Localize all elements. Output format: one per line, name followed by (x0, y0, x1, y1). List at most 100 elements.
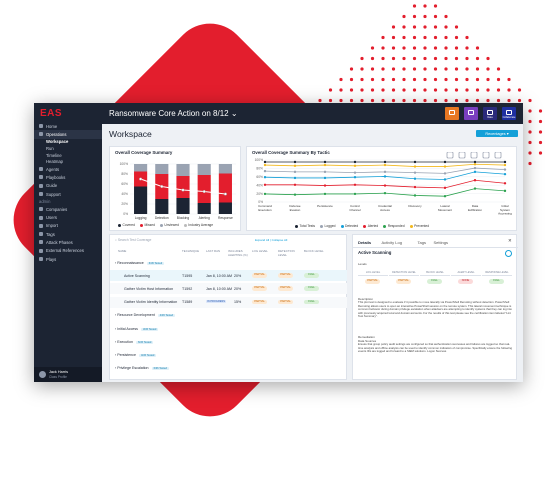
dot (528, 130, 532, 134)
y-tick-label: 100% (120, 162, 129, 166)
table-row[interactable]: › Persistence 4/36 Tested (110, 349, 347, 360)
tab-tags[interactable]: Tags (417, 240, 426, 245)
level-chip-block-level: FULL (427, 279, 442, 284)
sidebar-item-users[interactable]: Users (34, 213, 102, 221)
level-chip: PARTIAL (278, 299, 293, 305)
sidebar-item-attack-phases[interactable]: Attack Phases (34, 238, 102, 246)
sidebar-item-external-references[interactable]: External References (34, 247, 102, 255)
industry-average-point (181, 188, 185, 192)
dot (339, 88, 343, 92)
table-row[interactable]: Gather Victim Identity Information T1589 I… (110, 296, 347, 308)
series-point-alerted (503, 182, 507, 185)
dot (402, 46, 406, 50)
column-header-technique[interactable]: TECHNIQUE (182, 249, 200, 253)
dot (381, 77, 385, 82)
tab-activity-log[interactable]: Activity Log (381, 240, 402, 245)
user-profile[interactable]: Jack Harris Class Profile (34, 367, 102, 382)
dot (528, 119, 532, 124)
sidebar-item-label: Guide (46, 183, 58, 189)
toolbar-button-1[interactable] (445, 107, 459, 120)
dot (444, 25, 448, 29)
dot (318, 98, 322, 103)
column-header-detection-level[interactable]: DETECTION LEVEL (278, 249, 295, 257)
sidebar-item-workspace[interactable]: Workspace (34, 139, 102, 146)
sidebar-item-home[interactable]: Home (34, 122, 102, 130)
run-icon[interactable] (505, 250, 512, 257)
column-header-block-level[interactable]: BLOCK LEVEL (304, 249, 324, 253)
toolbar-button-3[interactable]: Data (483, 107, 497, 120)
dot (391, 35, 396, 40)
table-row[interactable]: › Execution 6/36 Tested (110, 336, 347, 347)
column-header-last-ran[interactable]: LAST RAN (206, 249, 221, 253)
sidebar-item-companies[interactable]: Companies (34, 205, 102, 213)
bar-covered (197, 203, 211, 214)
dot (349, 98, 354, 103)
sidebar-item-guide[interactable]: Guide (34, 182, 102, 190)
recent-button[interactable]: Recentages ▾ (476, 130, 518, 137)
bar-unviewed (176, 164, 190, 176)
legend-label: Total Tests (299, 224, 316, 228)
search-input[interactable]: ⌕ Search Test Coverage (115, 238, 152, 242)
dot (433, 25, 438, 29)
row-name: Gather Victim Identity Information (124, 300, 178, 305)
import-icon (39, 223, 43, 228)
series-point-prevented (353, 164, 357, 167)
industry-average-point (160, 185, 164, 189)
dot (360, 77, 364, 82)
dot (433, 4, 438, 8)
page-title[interactable]: Ransomware Core Action on 8/12 ⌄ (109, 109, 238, 118)
y-tick-label: 60% (256, 175, 263, 179)
column-header-log-level[interactable]: LOG LEVEL (252, 249, 268, 253)
column-header-name[interactable]: NAME (118, 249, 127, 253)
sidebar-item-plays[interactable]: Plays (34, 255, 102, 263)
sidebar-item-heatmap[interactable]: Heatmap (34, 158, 102, 165)
dot (486, 56, 490, 61)
sidebar-item-label: Attack Phases (46, 239, 73, 245)
sidebar-item-operations[interactable]: Operations (34, 130, 102, 139)
table-row[interactable]: › Privilege Escalation 6/36 Tested (110, 363, 347, 374)
column-header-includes-alerting[interactable]: INCLUDES ALERTING (%) (228, 249, 248, 257)
level-chip: FULL (304, 273, 319, 278)
table-row[interactable]: › Reconnaissance 6/36 Tested (110, 257, 347, 268)
legend-swatch (139, 223, 143, 227)
legend-label: Industry Average (188, 223, 214, 227)
data-sources-label: Data Sources (358, 339, 377, 343)
legend-item-prevented: Prevented (409, 224, 429, 228)
download-icon (482, 152, 490, 159)
series-point-prevented (263, 163, 267, 167)
sidebar-item-import[interactable]: Import (34, 222, 102, 230)
expand-collapse-links[interactable]: Expand All | Collapse All (255, 238, 288, 242)
sidebar-item-agents[interactable]: Agents (34, 165, 102, 173)
table-row[interactable]: Active Scanning T1595 Jan 8, 10:00 AM 20% PA… (110, 270, 347, 282)
table-row[interactable]: Gather Victim Host Information T1592 Jan 8… (110, 283, 347, 295)
legend-item-covered: Covered (118, 223, 135, 227)
sidebar-item-tags[interactable]: Tags (34, 230, 102, 238)
series-point-responded (263, 192, 267, 196)
external-references-icon (39, 248, 43, 253)
tab-details[interactable]: Details (358, 240, 372, 245)
sidebar-item-timeline[interactable]: Timeline (34, 152, 102, 159)
series-point-responded (473, 187, 477, 190)
dot (423, 67, 427, 71)
table-row[interactable]: › Initial Access 3/36 Tested (110, 323, 347, 334)
sidebar-item-run[interactable]: Run (34, 145, 102, 152)
toolbar-button-2[interactable] (464, 107, 478, 120)
legend-swatch (363, 224, 367, 228)
tab-settings[interactable]: Settings (433, 240, 448, 245)
bar-covered (176, 198, 190, 214)
app-logo[interactable]: EAS (40, 108, 63, 119)
sidebar-item-label: Playbooks (46, 174, 66, 180)
dot (391, 25, 396, 29)
close-icon[interactable]: ✕ (508, 238, 512, 243)
table-row[interactable]: › Resource Development 4/36 Tested (110, 310, 347, 321)
series-point-alerted (293, 183, 297, 186)
row-name: Gather Victim Host Information (124, 286, 174, 291)
dot (370, 56, 375, 61)
legend-swatch (340, 224, 344, 228)
legend-swatch (159, 223, 163, 227)
legend-item-industry-average: Industry Average (183, 223, 214, 227)
toolbar-button-4[interactable]: Collaborate (502, 107, 516, 120)
sidebar-item-playbooks[interactable]: Playbooks (34, 173, 102, 181)
dot (507, 88, 511, 92)
sidebar-item-support[interactable]: Support (34, 190, 102, 198)
